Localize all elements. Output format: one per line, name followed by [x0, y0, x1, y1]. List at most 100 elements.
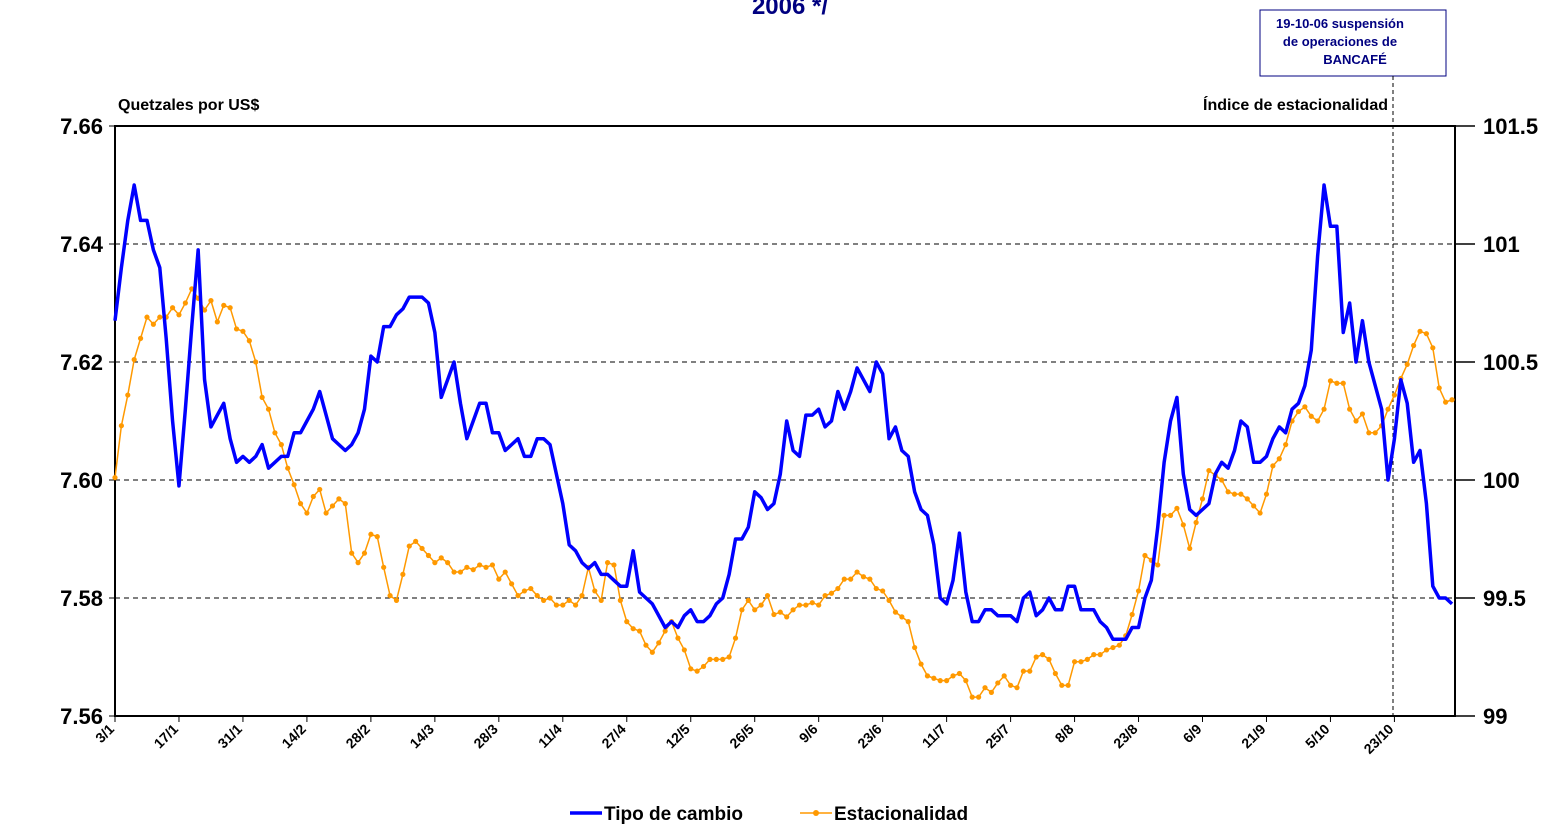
data-point	[566, 597, 572, 603]
data-point	[700, 663, 707, 670]
data-point	[125, 392, 131, 398]
y2-axis-label: Índice de estacionalidad	[1203, 95, 1388, 114]
data-point	[528, 585, 534, 592]
data-point	[681, 647, 687, 653]
data-point	[291, 482, 297, 488]
data-point	[502, 569, 508, 575]
data-point	[553, 602, 560, 608]
data-point	[988, 689, 995, 696]
data-point	[176, 312, 182, 318]
data-point	[982, 685, 988, 691]
data-point	[1174, 505, 1180, 511]
data-point	[342, 501, 348, 507]
data-point	[1353, 418, 1359, 424]
data-point	[835, 585, 841, 592]
data-point	[617, 597, 623, 603]
data-point	[822, 593, 828, 599]
data-point	[457, 569, 464, 575]
data-point	[419, 545, 425, 552]
data-point	[912, 644, 918, 651]
data-point	[931, 675, 937, 681]
data-point	[413, 538, 419, 544]
data-point	[201, 307, 208, 313]
data-point	[963, 678, 969, 684]
data-point	[1091, 652, 1097, 658]
y-axis-label: Quetzales por US$	[118, 97, 259, 114]
data-point	[1430, 345, 1436, 351]
data-point	[118, 423, 124, 429]
data-point	[297, 501, 304, 507]
data-point	[208, 298, 214, 304]
data-point	[1001, 673, 1007, 679]
data-point	[643, 642, 649, 648]
data-point	[867, 576, 873, 582]
data-point	[848, 576, 854, 582]
y-tick-label: 7.56	[60, 704, 103, 729]
data-point	[1391, 392, 1398, 398]
y2-tick-label: 101.5	[1483, 114, 1538, 139]
data-point	[221, 302, 227, 308]
annotation-line: BANCAFÉ	[1323, 52, 1387, 67]
data-point	[1014, 685, 1020, 691]
data-point	[432, 560, 438, 566]
data-point	[688, 666, 694, 672]
data-point	[1321, 406, 1327, 412]
y-tick-label: 7.58	[60, 586, 103, 611]
data-point	[1219, 477, 1225, 483]
annotation-line: de operaciones de	[1283, 34, 1397, 49]
data-point	[937, 678, 943, 684]
data-point	[649, 649, 655, 655]
data-point	[1161, 512, 1167, 519]
data-point	[1193, 519, 1199, 526]
data-point	[828, 590, 835, 596]
data-point	[547, 595, 553, 601]
data-point	[227, 305, 233, 311]
data-point	[489, 562, 496, 568]
data-point	[464, 564, 470, 570]
data-point	[541, 597, 547, 603]
data-point	[956, 670, 963, 677]
data-point	[592, 588, 598, 594]
data-point	[611, 562, 617, 568]
legend-label: Tipo de cambio	[604, 804, 743, 825]
data-point	[1231, 491, 1238, 497]
data-point	[1334, 380, 1340, 386]
data-point	[1129, 611, 1135, 618]
y2-tick-label: 100	[1483, 468, 1520, 493]
data-point	[1347, 406, 1353, 412]
data-point	[777, 609, 783, 615]
data-point	[1436, 385, 1442, 391]
data-point	[445, 560, 451, 566]
data-point	[860, 574, 867, 580]
data-point	[393, 597, 400, 603]
data-point	[662, 628, 668, 634]
data-point	[1385, 406, 1391, 412]
data-point	[1059, 682, 1065, 688]
data-point	[1142, 552, 1148, 559]
data-point	[1251, 503, 1257, 509]
data-point	[349, 550, 355, 556]
data-point	[841, 576, 847, 582]
data-point	[624, 619, 630, 625]
data-point	[496, 576, 502, 582]
data-point	[438, 555, 444, 561]
data-point	[310, 493, 316, 500]
data-point	[137, 335, 144, 341]
data-point	[924, 673, 931, 679]
data-point	[1167, 512, 1174, 519]
data-point	[131, 357, 137, 363]
data-point	[1340, 380, 1346, 386]
data-point	[604, 560, 611, 566]
data-point	[995, 680, 1001, 686]
data-point	[157, 314, 163, 320]
data-point	[809, 600, 815, 606]
data-point	[1366, 430, 1372, 436]
data-point	[1404, 361, 1410, 367]
data-point	[1283, 442, 1289, 448]
data-point	[918, 661, 924, 667]
data-point	[387, 593, 393, 599]
data-point	[1327, 378, 1334, 384]
data-point	[803, 602, 809, 608]
data-point	[374, 534, 380, 540]
data-point	[406, 543, 412, 549]
